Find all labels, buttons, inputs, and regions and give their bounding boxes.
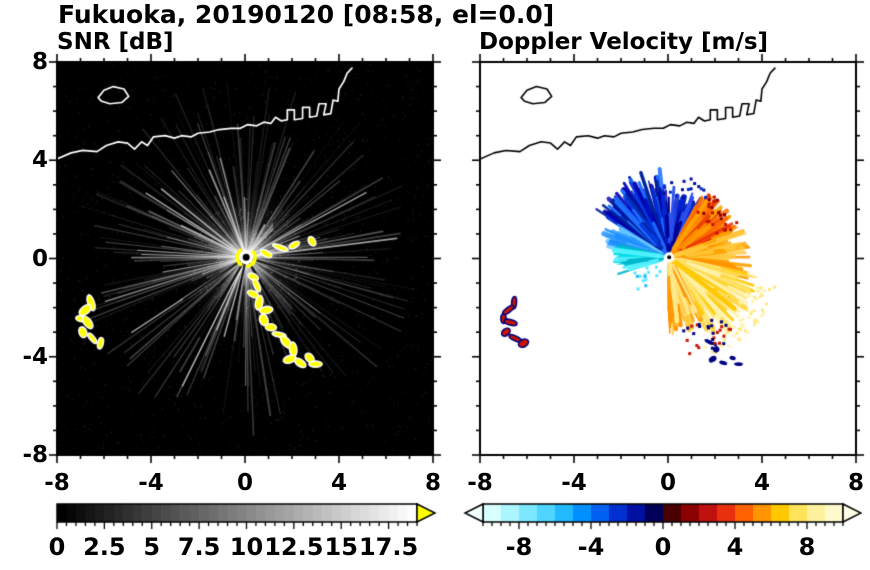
x-tick-label: 0 [659,470,677,496]
x-tick-label: -8 [467,470,493,496]
colorbar-tick-label: 10 [229,533,264,561]
y-tick-label: 8 [31,49,48,75]
snr-colorbar [50,498,440,532]
y-axis-tick-labels: -8 -4 0 4 8 [6,0,48,570]
y-tick-label: 4 [31,147,48,174]
x-tick-label: -8 [44,470,70,496]
colorbar-tick-label: -4 [577,533,605,561]
x-tick-label: 8 [847,470,865,496]
snr-plot-canvas [43,48,447,469]
x-tick-label: 8 [424,470,442,496]
colorbar-tick-label: -8 [505,533,533,561]
x-tick-label: -4 [561,470,587,496]
x-tick-label: 4 [753,470,771,496]
doppler-plot-canvas [466,48,870,469]
doppler-colorbar [462,498,862,532]
y-tick-label: -8 [22,442,48,468]
figure-title: Fukuoka, 20190120 [08:58, el=0.0] [58,0,555,29]
colorbar-tick-label: 7.5 [177,533,221,561]
colorbar-tick-label: 2.5 [83,533,126,561]
colorbar-tick-label: 17.5 [358,533,419,561]
colorbar-tick-label: 0 [48,533,66,561]
colorbar-tick-label: 5 [143,533,161,561]
colorbar-tick-label: 12.5 [264,533,324,561]
x-tick-label: 4 [330,470,348,496]
colorbar-tick-label: 15 [324,533,358,561]
y-tick-label: 0 [31,245,48,272]
colorbar-tick-label: 0 [654,533,672,561]
x-tick-label: -4 [138,470,164,496]
colorbar-tick-label: 8 [798,533,816,561]
y-tick-label: -4 [22,343,48,370]
x-tick-label: 0 [236,470,254,496]
colorbar-tick-label: 4 [726,533,744,561]
